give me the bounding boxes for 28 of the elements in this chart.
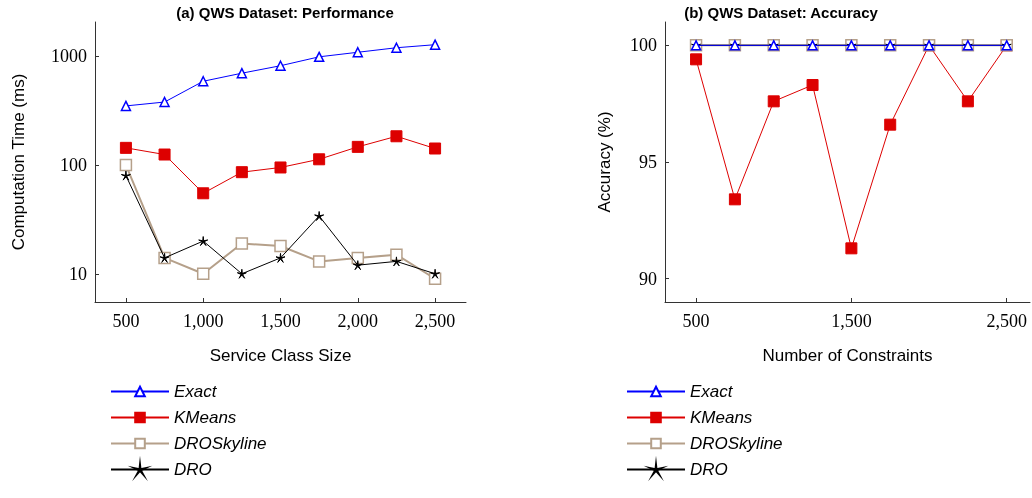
y-tick-label: 90: [639, 268, 657, 289]
legend-label: Exact: [174, 382, 218, 401]
x-tick-label: 2,500: [414, 311, 456, 331]
y-axis-title: Accuracy (%): [595, 111, 614, 213]
y-tick-label: 1000: [51, 46, 87, 67]
x-tick-label: 1,000: [182, 311, 224, 331]
x-axis-title: Number of Constraints: [762, 346, 933, 365]
x-axis-title: Service Class Size: [209, 346, 352, 365]
x-tick-label: 500: [682, 311, 710, 331]
legend-label: DROSkyline: [690, 434, 783, 453]
x-tick-label: 2,000: [337, 311, 379, 331]
x-tick-label: 2,500: [986, 311, 1027, 331]
legend-label: DRO: [690, 460, 728, 479]
chart-title: (a) QWS Dataset: Performance: [176, 4, 394, 21]
y-tick-label: 95: [639, 152, 657, 172]
legend-label: DRO: [174, 460, 212, 479]
legend-label: Exact: [690, 382, 734, 401]
y-tick-label: 100: [630, 35, 657, 56]
y-tick-label: 10: [69, 263, 87, 284]
chart-title: (b) QWS Dataset: Accuracy: [684, 4, 879, 21]
legend-label: DROSkyline: [174, 434, 267, 453]
legend-label: KMeans: [174, 408, 237, 427]
y-tick-label: 100: [60, 155, 87, 176]
x-tick-label: 500: [112, 311, 140, 331]
y-axis-title: Computation Time (ms): [9, 73, 28, 251]
legend-label: KMeans: [690, 408, 753, 427]
x-tick-label: 1,500: [260, 311, 301, 331]
x-tick-label: 1,500: [831, 311, 872, 331]
